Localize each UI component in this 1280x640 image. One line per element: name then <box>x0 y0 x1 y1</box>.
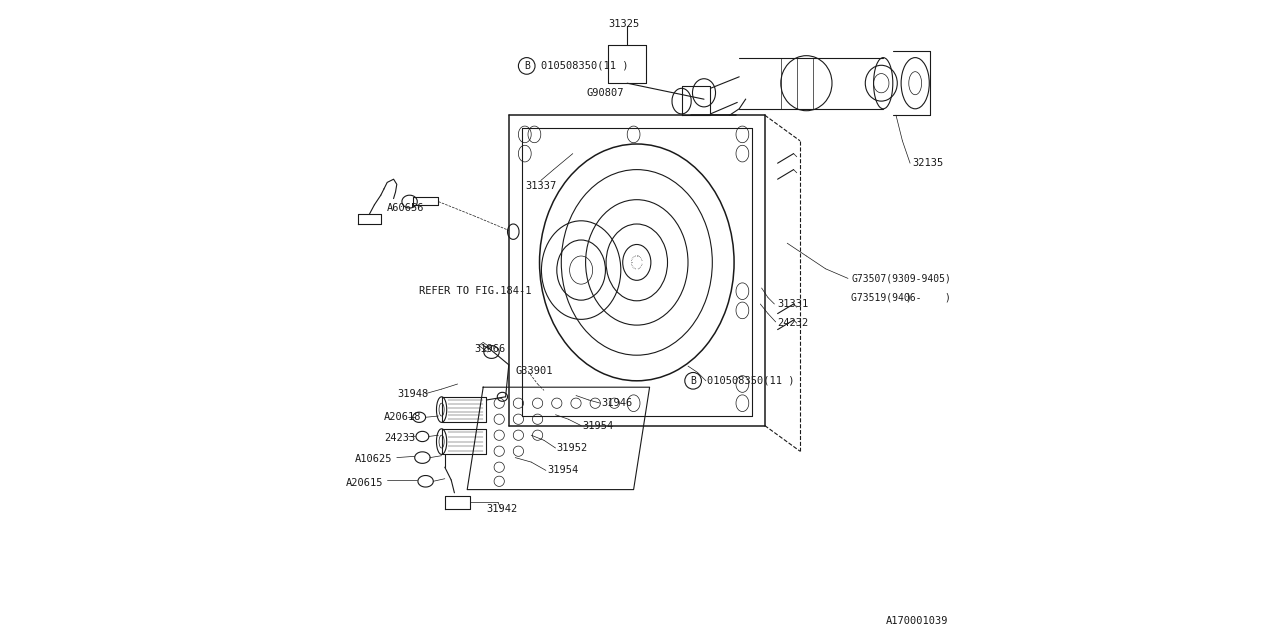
Text: 010508350(11 ): 010508350(11 ) <box>708 376 795 386</box>
Text: 31331: 31331 <box>777 299 809 309</box>
Text: 31325: 31325 <box>608 19 640 29</box>
Text: 31966: 31966 <box>474 344 506 354</box>
Text: G90807: G90807 <box>586 88 623 98</box>
Text: 31337: 31337 <box>525 180 557 191</box>
Text: B: B <box>524 61 530 71</box>
Text: 31948: 31948 <box>397 388 429 399</box>
Text: 24233: 24233 <box>384 433 415 444</box>
Text: ): ) <box>906 292 911 303</box>
Text: G73519(9406-    ): G73519(9406- ) <box>851 292 951 303</box>
Text: 31952: 31952 <box>557 443 588 453</box>
Text: 31954: 31954 <box>548 465 579 476</box>
Text: G73507(9309-9405): G73507(9309-9405) <box>851 273 951 284</box>
Text: A10625: A10625 <box>356 454 393 464</box>
Text: 31942: 31942 <box>486 504 518 514</box>
Text: G33901: G33901 <box>516 366 553 376</box>
Text: 32135: 32135 <box>911 158 943 168</box>
Text: A60656: A60656 <box>387 203 425 213</box>
Text: 010508350(11 ): 010508350(11 ) <box>540 61 628 71</box>
Text: A170001039: A170001039 <box>886 616 948 626</box>
Text: A20618: A20618 <box>384 412 421 422</box>
Text: 24232: 24232 <box>777 318 809 328</box>
Text: B: B <box>690 376 696 386</box>
Text: 31946: 31946 <box>602 398 632 408</box>
Text: REFER TO FIG.184-1: REFER TO FIG.184-1 <box>420 286 531 296</box>
Text: 31954: 31954 <box>582 420 613 431</box>
Text: A20615: A20615 <box>346 478 383 488</box>
